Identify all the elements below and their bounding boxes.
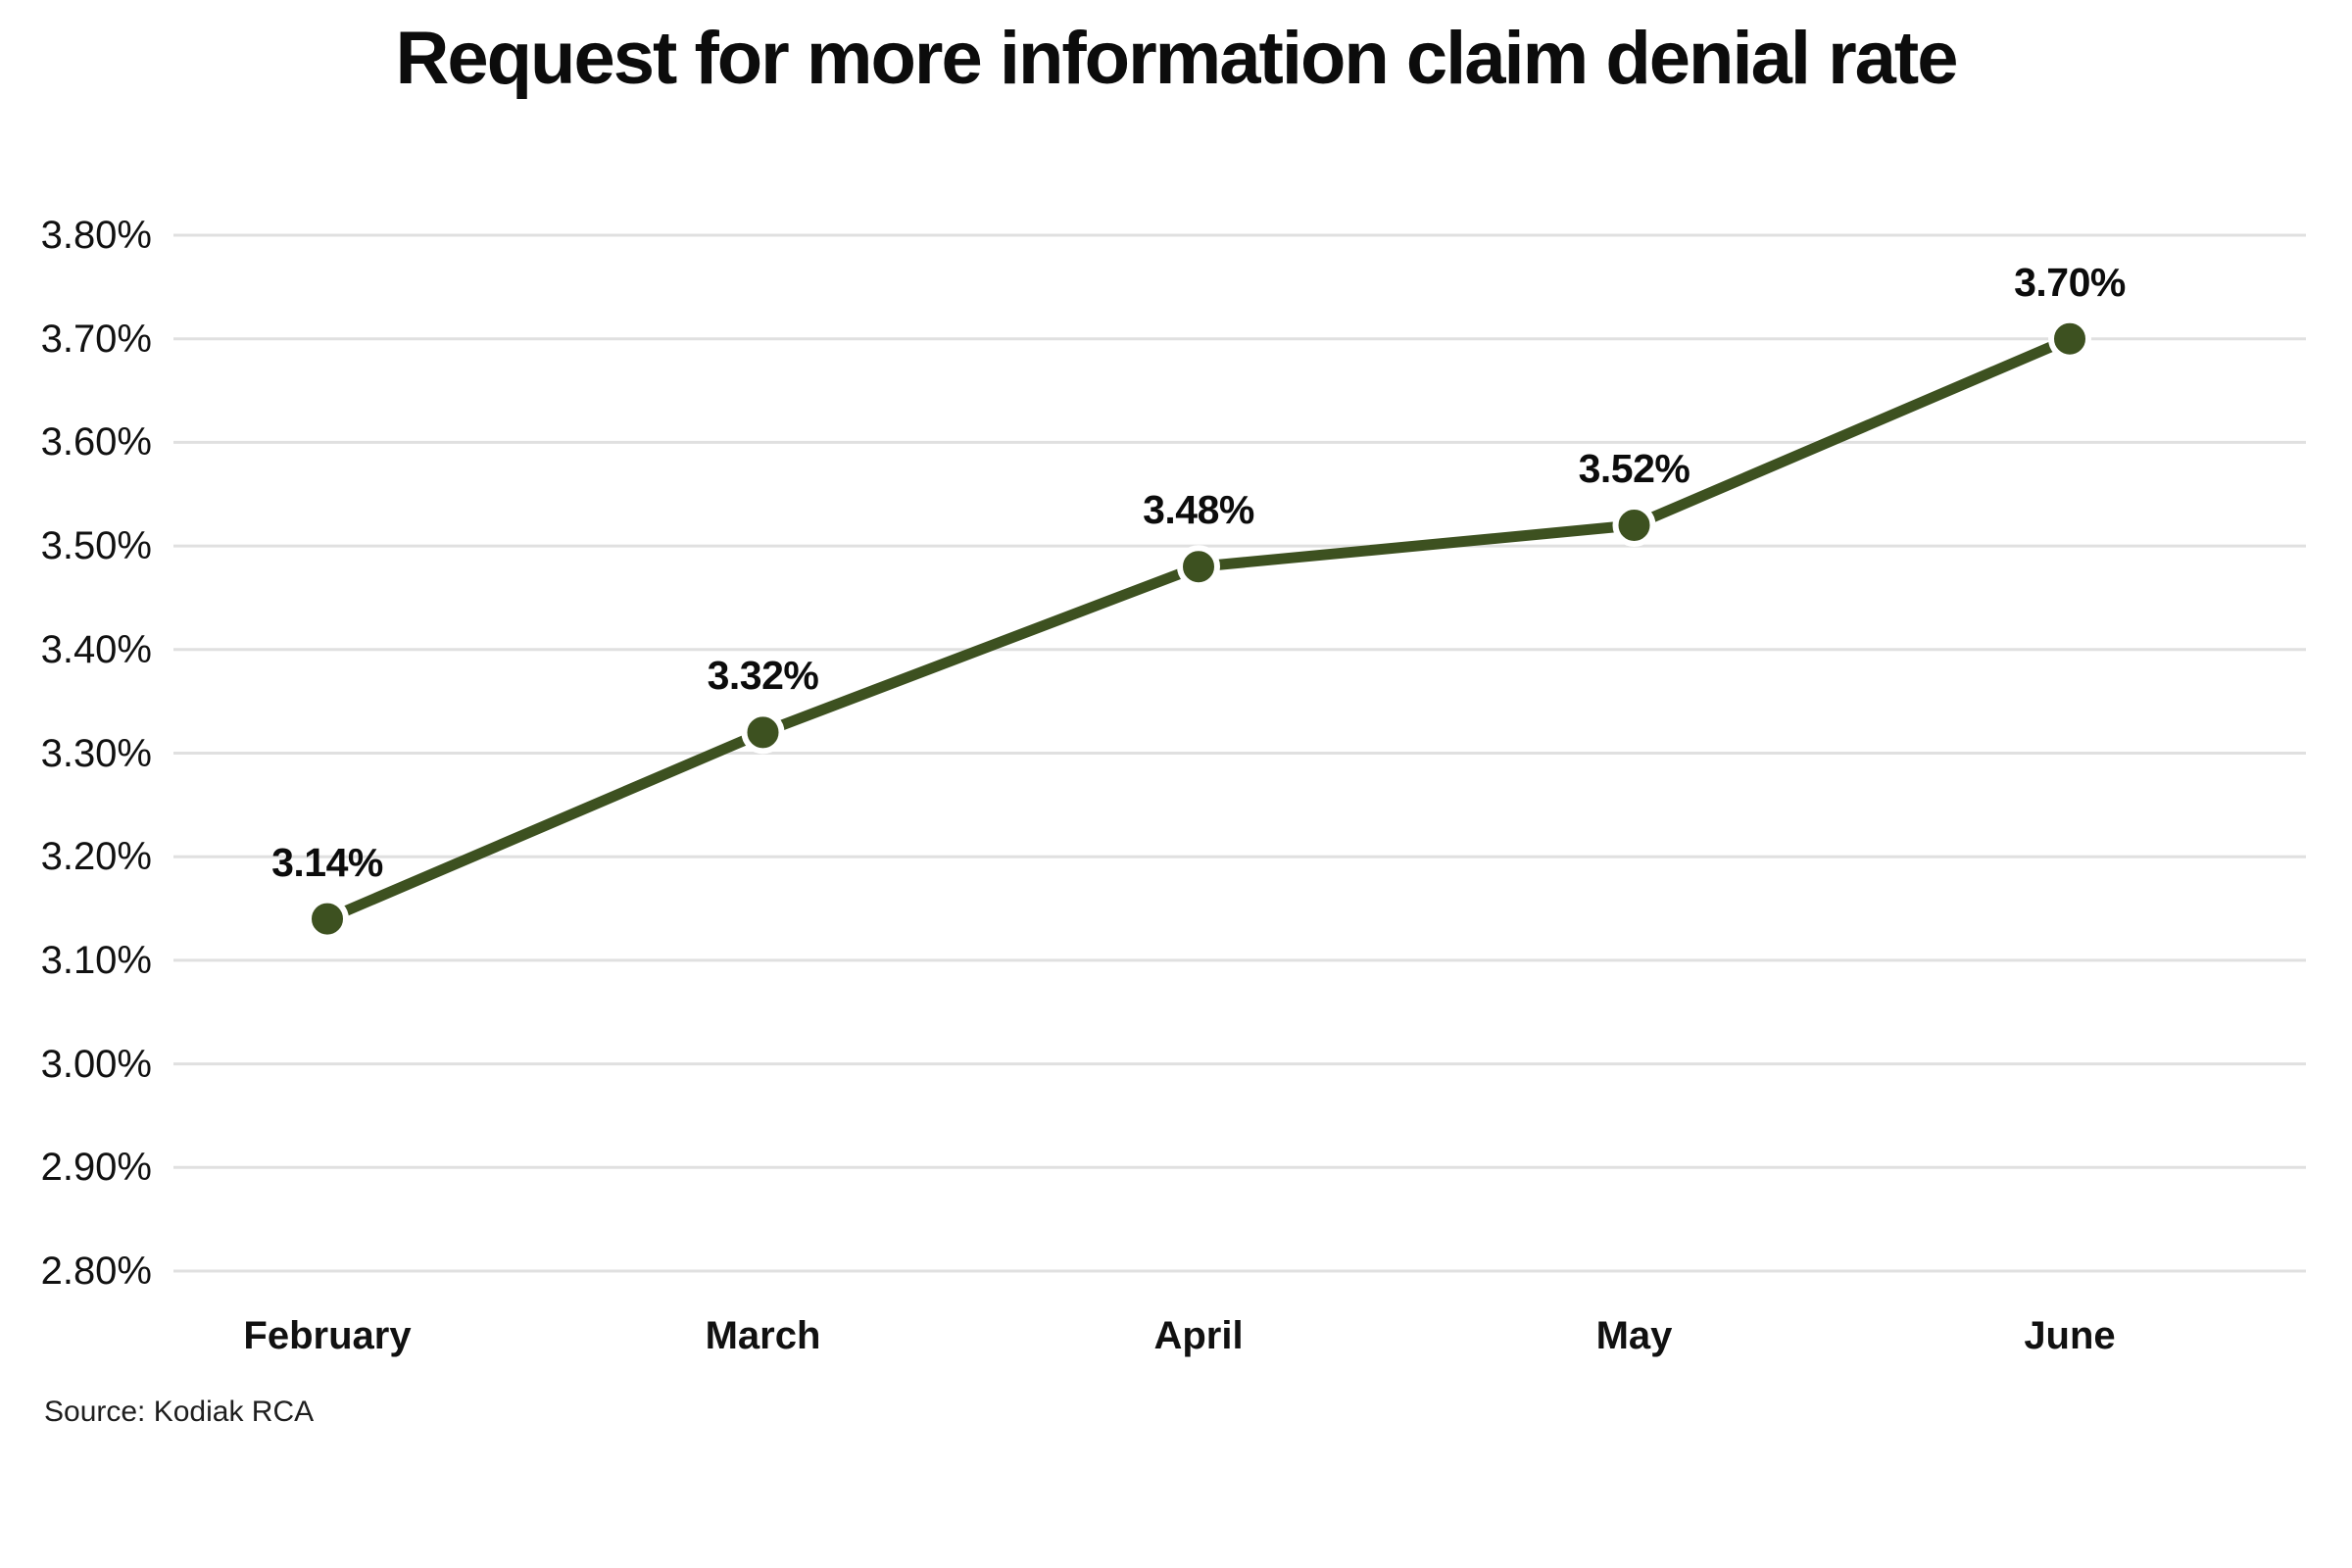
y-axis-label: 3.70% [40,317,152,361]
y-axis-label: 2.80% [40,1250,152,1293]
x-axis-label: May [1595,1314,1673,1357]
y-axis-label: 2.90% [40,1146,152,1190]
data-point [1177,545,1220,589]
points-group [306,317,2091,941]
y-axis-label: 3.20% [40,835,152,879]
y-axis-label: 3.50% [40,524,152,568]
y-axis-label: 3.10% [40,938,152,982]
series-line [324,333,2073,924]
y-axis-label: 3.80% [40,214,152,257]
data-point [2048,317,2091,361]
y-axis-label: 3.40% [40,627,152,671]
y-axis-label: 3.60% [40,420,152,465]
data-point [741,710,785,755]
y-axis-label: 3.00% [40,1042,152,1086]
point-value-label: 3.48% [1143,487,1254,533]
point-value-label: 3.32% [707,653,819,699]
point-value-label: 3.70% [2014,259,2126,305]
point-value-label: 3.52% [1578,445,1690,491]
x-axis-label: February [243,1314,412,1357]
point-value-label: 3.14% [271,839,383,885]
source-note: Source: Kodiak RCA [44,1396,315,1428]
data-point [1612,503,1656,547]
data-point [306,897,349,941]
x-axis-label: June [2024,1314,2116,1357]
x-axis-label: March [705,1314,821,1357]
series-group [324,333,2073,924]
y-axis-label: 3.30% [40,731,152,775]
gridlines-group [173,233,2306,1273]
x-axis-label: April [1153,1314,1244,1357]
chart-title: Request for more information claim denia… [395,17,1958,100]
